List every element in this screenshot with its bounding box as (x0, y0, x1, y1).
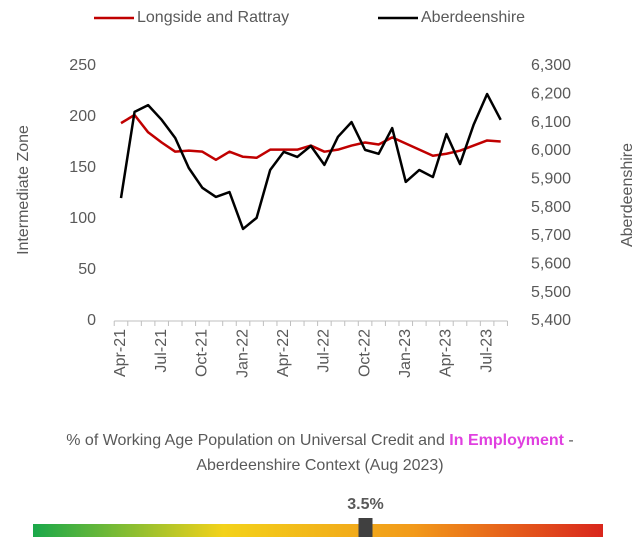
series-line (120, 113, 501, 162)
x-tick-label: Jan-22 (234, 329, 251, 378)
gauge-bar (33, 524, 603, 537)
x-tick-label: Oct-22 (356, 329, 373, 377)
y2-tick-label: 6,100 (531, 114, 571, 131)
y-tick-label: 150 (69, 159, 96, 176)
y2-tick-label: 5,600 (531, 256, 571, 273)
y2-tick-label: 5,900 (531, 171, 571, 188)
y2-tick-label: 6,300 (531, 57, 571, 74)
gauge-title-part: In Employment (449, 432, 564, 449)
x-tick-label: Apr-21 (112, 329, 129, 377)
gauge-title-part: % of Working Age Population on Universal… (66, 432, 450, 449)
x-tick-label: Apr-23 (438, 329, 455, 377)
series-line (119, 92, 502, 231)
y-tick-label: 50 (78, 261, 96, 278)
gauge-title-part: - Aberdeenshire Context (Aug 2023) (196, 432, 574, 474)
x-tick-label: Jul-21 (153, 329, 170, 373)
legend-label: Aberdeenshire (421, 9, 525, 26)
legend-label: Longside and Rattray (137, 9, 289, 26)
y2-tick-label: 5,500 (531, 284, 571, 301)
y-tick-label: 100 (69, 210, 96, 227)
y2-tick-label: 6,200 (531, 86, 571, 103)
gauge-marker (358, 518, 373, 537)
x-tick-label: Jan-23 (397, 329, 414, 378)
y-tick-label: 200 (69, 108, 96, 125)
x-tick-label: Apr-22 (275, 329, 292, 377)
x-tick-label: Jul-23 (478, 329, 495, 373)
y2-tick-label: 5,700 (531, 227, 571, 244)
y2-tick-label: 5,800 (531, 199, 571, 216)
gauge-value-label: 3.5% (347, 496, 383, 513)
gauge-title: % of Working Age Population on Universal… (40, 428, 600, 478)
y-axis-title: Intermediate Zone (15, 125, 32, 255)
y-tick-label: 0 (87, 312, 96, 329)
x-tick-label: Oct-21 (194, 329, 211, 377)
y2-tick-label: 6,000 (531, 142, 571, 159)
y2-tick-label: 5,400 (531, 312, 571, 329)
y2-axis-title: Aberdeenshire (619, 143, 636, 247)
y-tick-label: 250 (69, 57, 96, 74)
x-tick-label: Jul-22 (316, 329, 333, 373)
